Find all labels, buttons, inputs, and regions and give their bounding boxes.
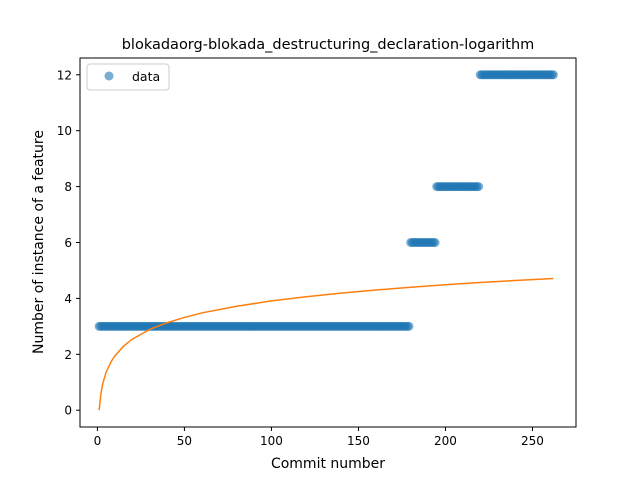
y-axis-label: Number of instance of a feature xyxy=(31,130,47,354)
y-tick-label: 0 xyxy=(64,404,72,418)
x-axis-label: Commit number xyxy=(271,456,385,472)
data-point xyxy=(430,238,440,247)
data-point xyxy=(404,321,414,331)
x-tick-label: 250 xyxy=(521,434,544,448)
legend-label: data xyxy=(132,69,160,84)
data-point xyxy=(474,182,484,192)
plot-frame xyxy=(79,57,577,428)
y-tick-label: 6 xyxy=(64,236,72,250)
x-tick-label: 200 xyxy=(434,434,457,448)
x-tick-label: 150 xyxy=(347,434,370,448)
legend-box xyxy=(86,63,170,91)
y-tick-label: 2 xyxy=(64,348,72,362)
x-tick-label: 100 xyxy=(260,434,283,448)
data-point xyxy=(548,70,558,80)
legend-marker xyxy=(104,71,114,81)
y-tick-label: 8 xyxy=(64,180,72,194)
legend: data xyxy=(86,63,170,91)
y-tick-label: 12 xyxy=(57,68,72,82)
x-tick-label: 0 xyxy=(94,434,102,448)
y-tick-label: 10 xyxy=(57,124,72,138)
chart-title: blokadaorg-blokada_destructuring_declara… xyxy=(122,37,535,53)
x-tick-label: 50 xyxy=(177,434,192,448)
y-tick-label: 4 xyxy=(64,292,72,306)
fit-line xyxy=(98,277,554,411)
